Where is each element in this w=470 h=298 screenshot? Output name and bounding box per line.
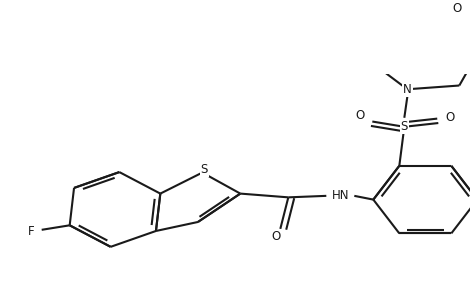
Text: HN: HN: [331, 189, 349, 202]
Text: N: N: [403, 83, 412, 96]
Text: O: O: [272, 230, 281, 243]
Text: O: O: [446, 111, 455, 124]
Text: O: O: [453, 2, 462, 15]
Text: F: F: [28, 225, 35, 238]
Text: O: O: [356, 109, 365, 122]
Text: S: S: [400, 120, 408, 133]
Text: S: S: [201, 163, 208, 176]
